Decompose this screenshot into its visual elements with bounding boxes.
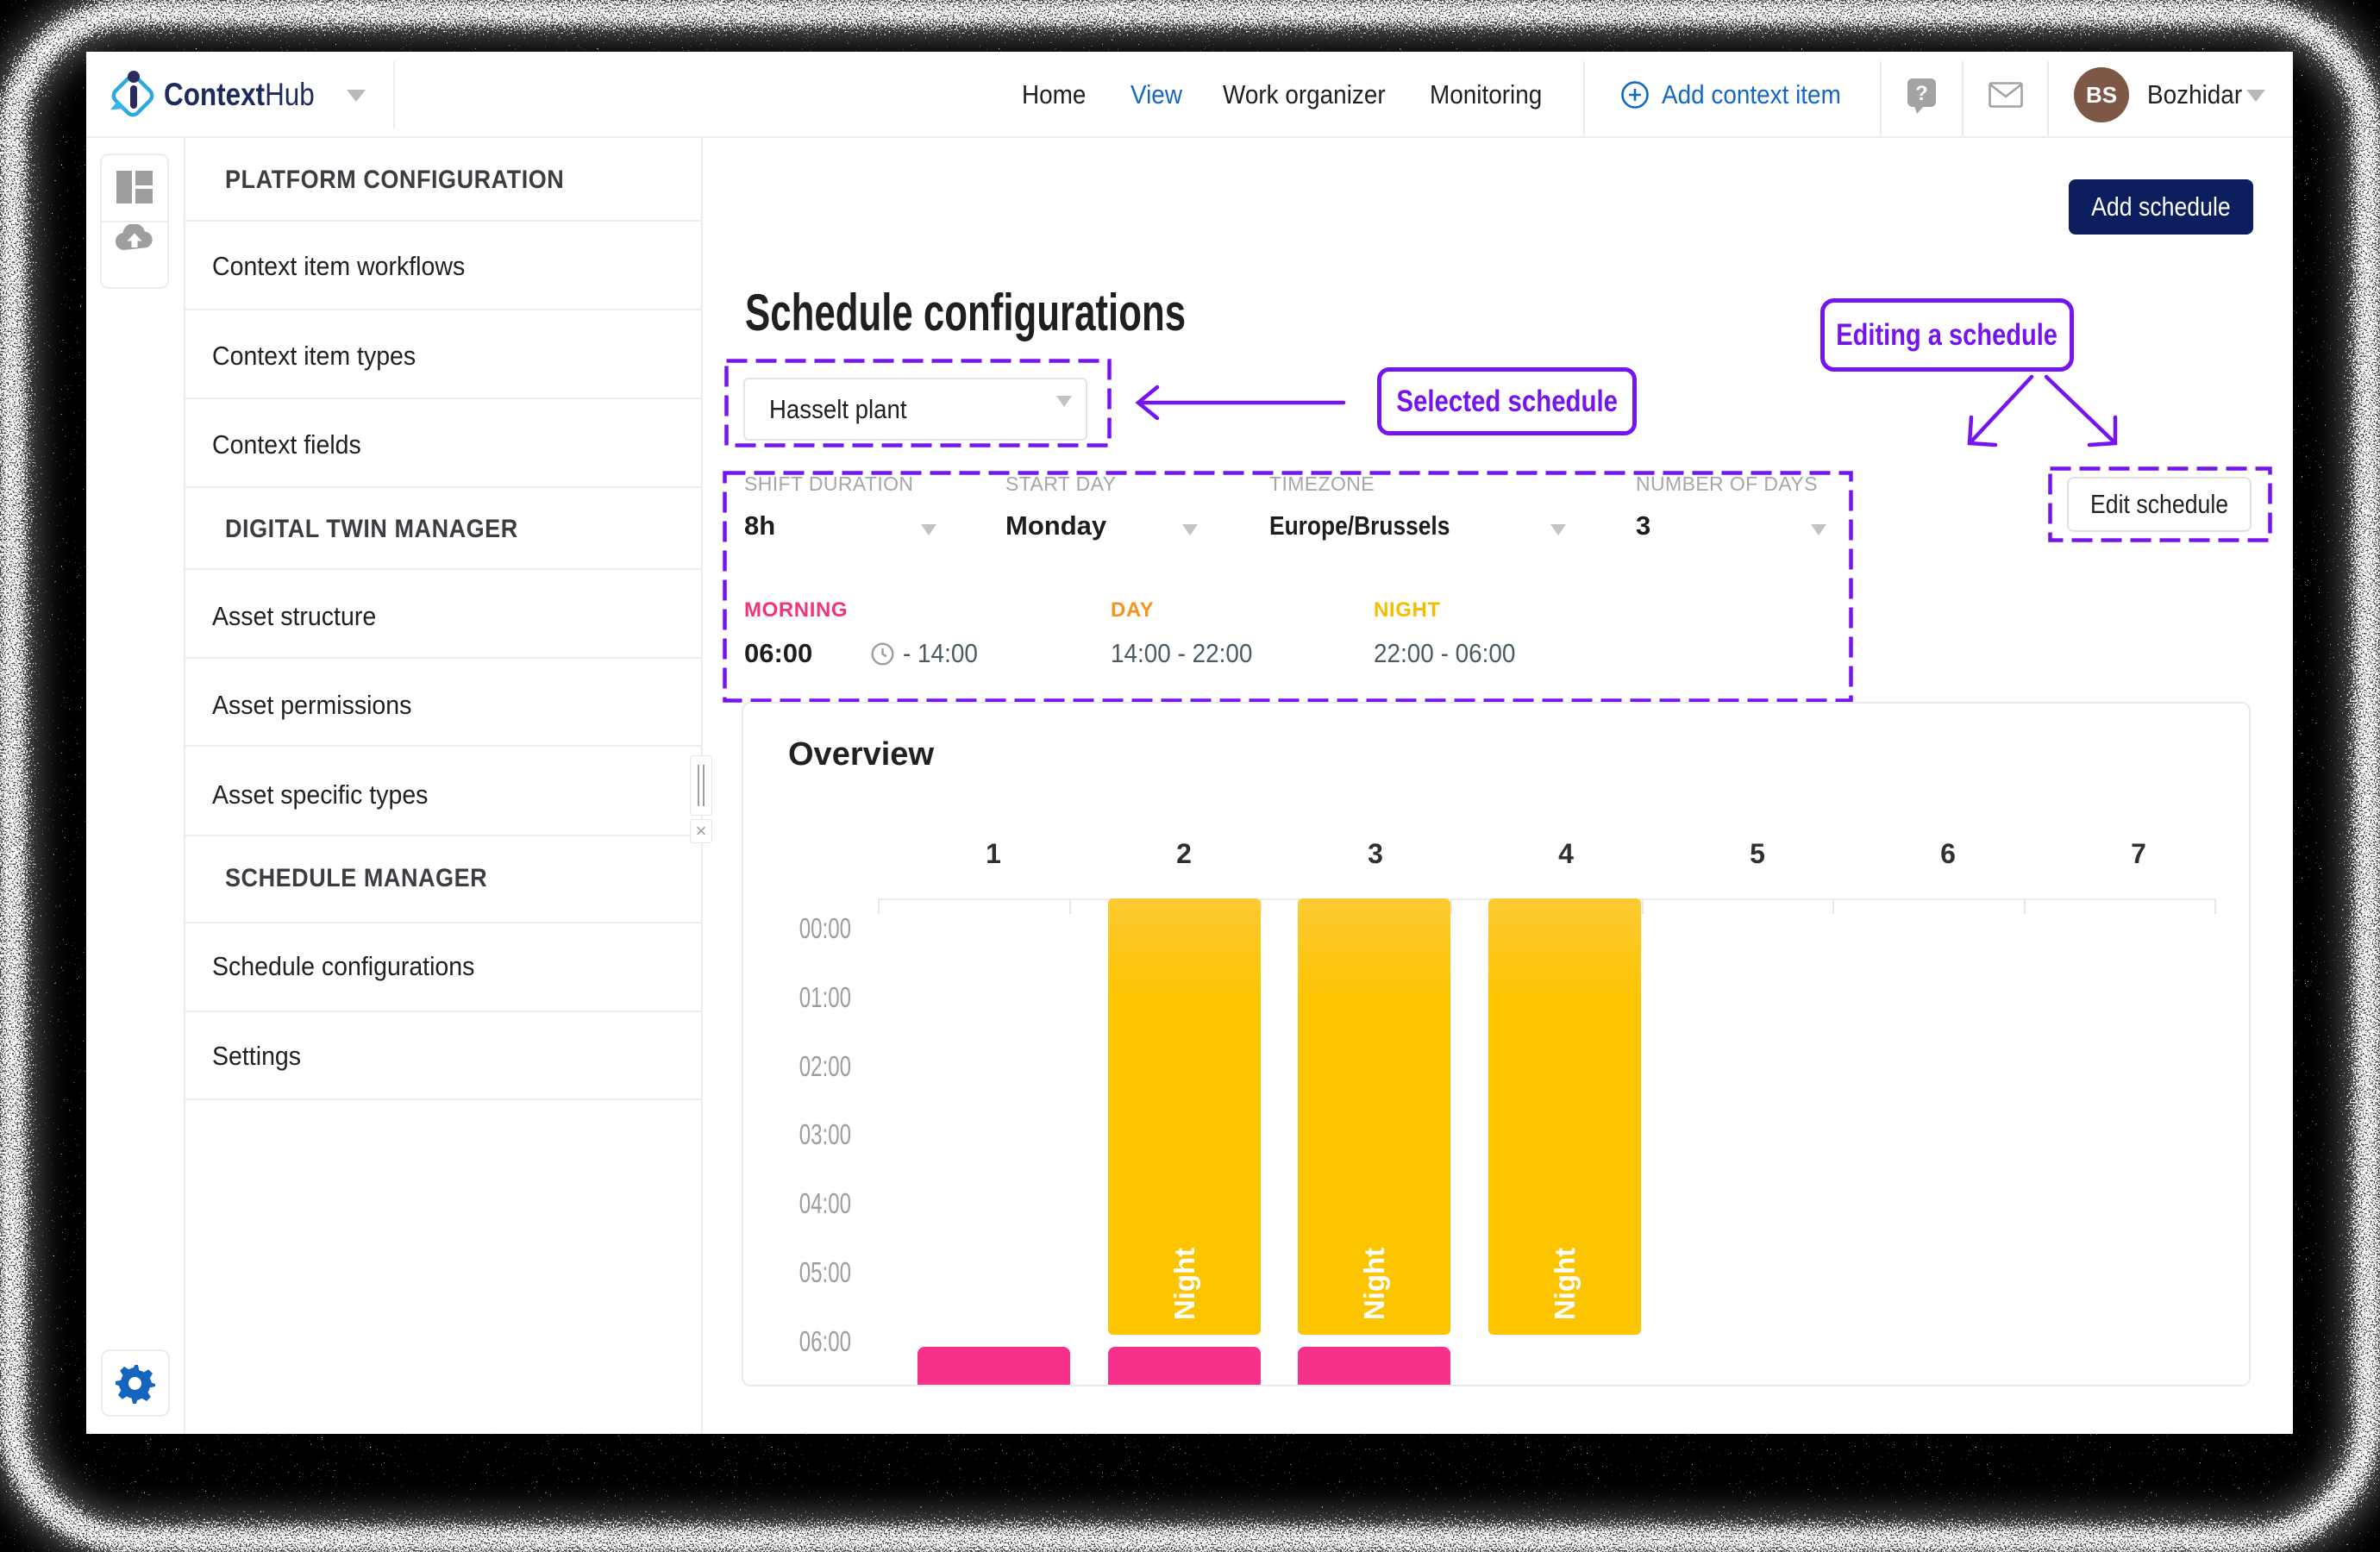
svg-text:?: ? — [1915, 82, 1928, 105]
